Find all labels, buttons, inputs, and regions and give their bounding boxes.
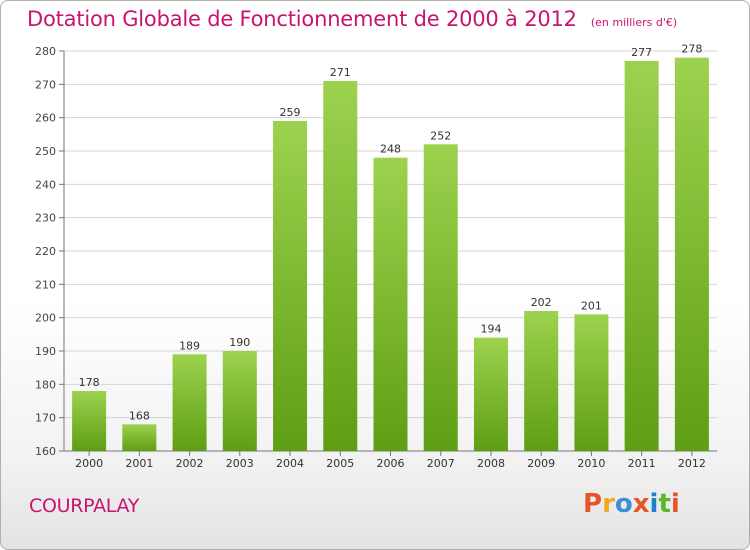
bar-2004 bbox=[273, 121, 308, 451]
bar-2000 bbox=[72, 391, 107, 451]
value-label-2001: 168 bbox=[129, 409, 150, 422]
value-label-2011: 277 bbox=[631, 46, 652, 59]
bar-2001 bbox=[122, 424, 157, 451]
axes: 160 170 180 190 200 210 220 230 240 250 260 270 280 2… bbox=[35, 45, 717, 470]
value-label-2002: 189 bbox=[179, 339, 200, 352]
bar-2002 bbox=[172, 354, 207, 451]
bar-2006 bbox=[373, 157, 408, 451]
value-label-2007: 252 bbox=[430, 129, 451, 142]
value-label-2000: 178 bbox=[79, 376, 100, 389]
x-tick-label-2010: 2010 bbox=[577, 457, 605, 470]
x-tick-label-2006: 2006 bbox=[377, 457, 405, 470]
logo-letter: i bbox=[670, 489, 680, 519]
chart-unit: (en milliers d'€) bbox=[590, 16, 678, 29]
y-tick-label: 160 bbox=[35, 445, 56, 458]
y-tick-label: 260 bbox=[35, 112, 56, 125]
logo-letter: P bbox=[583, 489, 603, 519]
y-tick-label: 250 bbox=[35, 145, 56, 158]
y-tick-label: 280 bbox=[35, 45, 56, 58]
x-tick-label-2011: 2011 bbox=[628, 457, 656, 470]
y-tick-label: 270 bbox=[35, 78, 56, 91]
logo-letter: i bbox=[649, 489, 659, 519]
x-tick-label-2009: 2009 bbox=[527, 457, 555, 470]
bar-2011 bbox=[624, 61, 659, 451]
commune-name: COURPALAY bbox=[29, 495, 140, 517]
bar-2009 bbox=[524, 311, 559, 451]
x-tick-label-2000: 2000 bbox=[75, 457, 103, 470]
bar-2007 bbox=[423, 144, 458, 452]
x-tick-label-2005: 2005 bbox=[326, 457, 354, 470]
value-label-2005: 271 bbox=[330, 66, 351, 79]
x-tick-label-2004: 2004 bbox=[276, 457, 304, 470]
value-label-2010: 201 bbox=[581, 299, 602, 312]
value-label-2003: 190 bbox=[229, 336, 250, 349]
y-tick-label: 230 bbox=[35, 212, 56, 225]
x-tick-label-2003: 2003 bbox=[226, 457, 254, 470]
bars bbox=[72, 57, 709, 452]
x-tick-label-2002: 2002 bbox=[176, 457, 204, 470]
bar-2010 bbox=[574, 314, 609, 451]
value-label-2012: 278 bbox=[681, 43, 702, 56]
logo-letter: t bbox=[658, 489, 671, 519]
value-label-2004: 259 bbox=[280, 106, 301, 119]
bar-2005 bbox=[323, 81, 358, 451]
logo-letter: r bbox=[602, 489, 615, 519]
x-tick-label-2008: 2008 bbox=[477, 457, 505, 470]
chart-title: Dotation Globale de Fonctionnement de 20… bbox=[27, 7, 677, 31]
bar-2008 bbox=[473, 337, 508, 451]
data-labels: 178 168 189 190 259 271 248 252 194 202 201 277 278 bbox=[79, 43, 703, 423]
value-label-2008: 194 bbox=[480, 323, 501, 336]
value-label-2006: 248 bbox=[380, 143, 401, 156]
y-tick-label: 200 bbox=[35, 312, 56, 325]
chart-title-text: Dotation Globale de Fonctionnement de 20… bbox=[27, 7, 577, 31]
x-tick-label-2012: 2012 bbox=[678, 457, 706, 470]
logo-letter: x bbox=[632, 489, 650, 519]
x-tick-label-2007: 2007 bbox=[427, 457, 455, 470]
y-tick-label: 180 bbox=[35, 378, 56, 391]
bar-2003 bbox=[222, 351, 257, 451]
logo-letter: o bbox=[614, 489, 633, 519]
bar-2012 bbox=[674, 57, 709, 452]
proxiti-logo[interactable]: Proxiti bbox=[583, 489, 680, 519]
y-tick-label: 210 bbox=[35, 278, 56, 291]
value-label-2009: 202 bbox=[531, 296, 552, 309]
y-tick-label: 240 bbox=[35, 178, 56, 191]
y-tick-label: 170 bbox=[35, 412, 56, 425]
x-tick-label-2001: 2001 bbox=[125, 457, 153, 470]
y-tick-label: 190 bbox=[35, 345, 56, 358]
y-tick-label: 220 bbox=[35, 245, 56, 258]
